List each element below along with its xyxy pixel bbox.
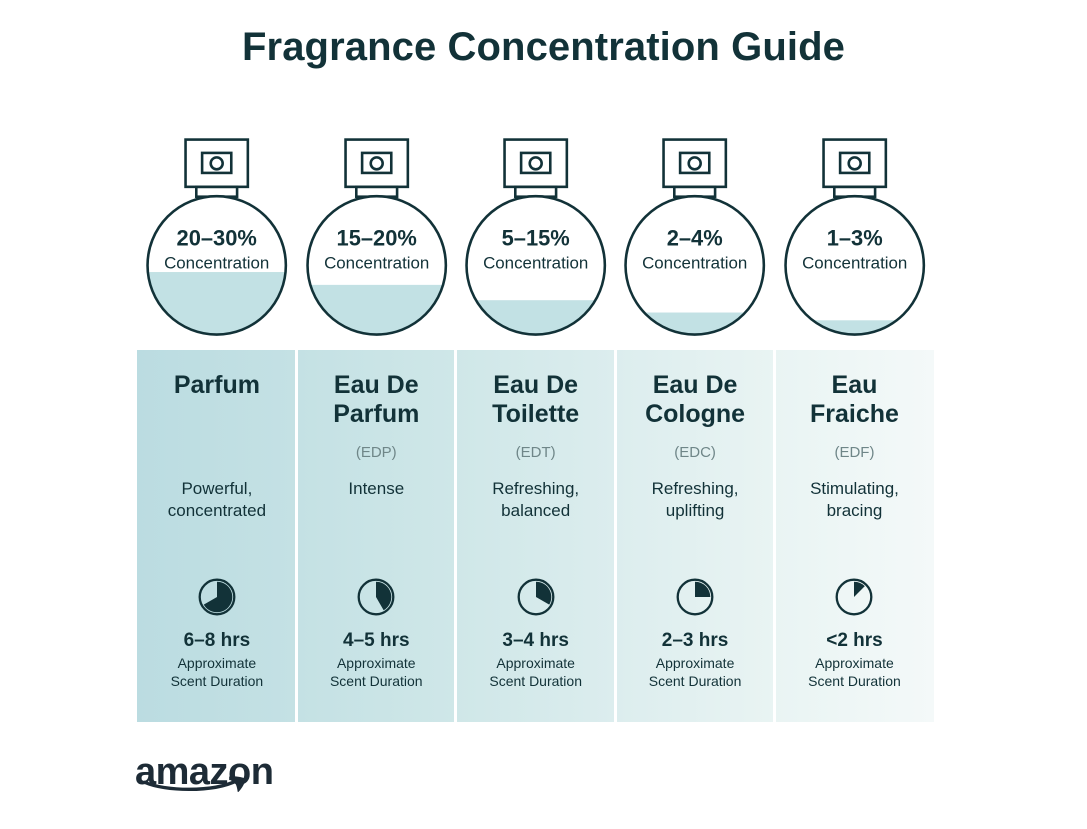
svg-text:Concentration: Concentration (642, 253, 747, 272)
svg-text:Concentration: Concentration (324, 253, 429, 272)
svg-text:Concentration: Concentration (483, 253, 588, 272)
svg-text:20–30%: 20–30% (177, 225, 257, 250)
svg-text:1–3%: 1–3% (827, 225, 883, 250)
svg-text:15–20%: 15–20% (336, 225, 416, 250)
svg-text:Concentration: Concentration (164, 253, 269, 272)
svg-text:5–15%: 5–15% (502, 225, 570, 250)
svg-text:2–4%: 2–4% (667, 225, 723, 250)
svg-text:Concentration: Concentration (802, 253, 907, 272)
